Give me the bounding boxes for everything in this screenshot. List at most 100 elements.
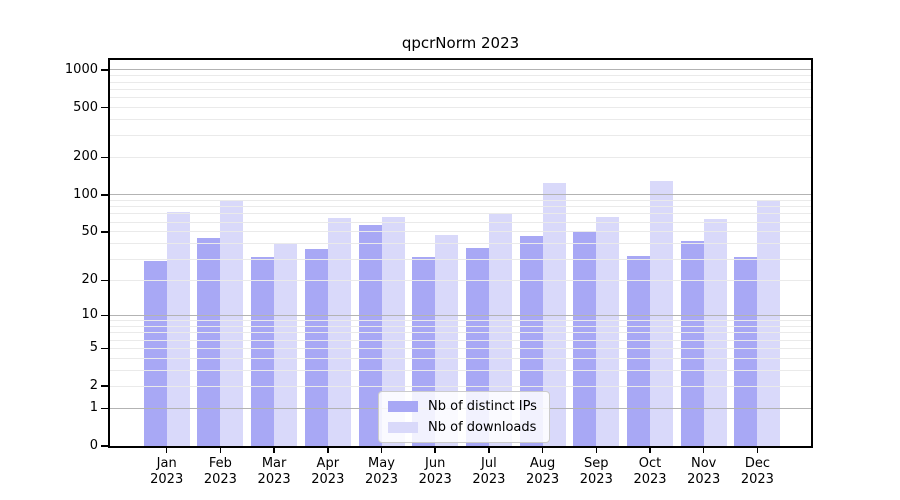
gridline-minor-8 (110, 325, 811, 327)
y-tick-label-2: 2 (89, 378, 98, 394)
legend-item-downloads: Nb of downloads (388, 420, 537, 435)
y-tick-200 (101, 156, 108, 159)
y-tick-0 (101, 445, 108, 447)
x-tick-label-mar-2023: Mar 2023 (257, 456, 291, 487)
x-tick-aug-2023 (541, 446, 544, 453)
y-tick-label-100: 100 (73, 186, 98, 202)
x-tick-label-aug-2023: Aug 2023 (526, 456, 560, 487)
x-tick-label-nov-2023: Nov 2023 (687, 456, 721, 487)
legend-item-distinct-ips: Nb of distinct IPs (388, 399, 537, 414)
x-tick-jan-2023 (165, 446, 168, 453)
x-tick-label-dec-2023: Dec 2023 (740, 456, 774, 487)
bar-nb-of-downloads-may-2023 (381, 217, 405, 446)
bar-nb-of-downloads-apr-2023 (327, 217, 351, 446)
x-tick-jun-2023 (434, 446, 436, 453)
y-tick-20 (101, 279, 108, 282)
gridline-major-1000 (110, 69, 811, 71)
gridline-minor-70 (110, 213, 811, 215)
gridline-minor-40 (110, 243, 811, 245)
plot-area: Nb of distinct IPs Nb of downloads 0 1 2 5 1… (65, 58, 813, 487)
x-tick-label-jul-2023: Jul 2023 (472, 456, 506, 487)
bar-nb-of-downloads-sep-2023 (596, 217, 620, 446)
bar-nb-of-distinct-ips-dec-2023 (734, 257, 758, 446)
gridline-minor-900 (110, 75, 811, 77)
y-tick-label-20: 20 (81, 272, 98, 288)
gridline-minor-4 (110, 357, 811, 359)
y-tick-500 (101, 106, 108, 109)
gridline-minor-200 (110, 156, 811, 158)
x-tick-label-jan-2023: Jan 2023 (150, 456, 184, 487)
x-tick-apr-2023 (327, 446, 329, 453)
y-tick-1000 (101, 69, 108, 71)
bar-nb-of-distinct-ips-mar-2023 (251, 257, 275, 446)
x-tick-sep-2023 (595, 446, 598, 453)
chart-title: qpcrNorm 2023 (401, 34, 520, 52)
gridline-minor-50 (110, 231, 811, 233)
legend-label-distinct-ips: Nb of distinct IPs (428, 399, 537, 414)
bar-nb-of-downloads-jan-2023 (166, 212, 190, 446)
y-tick-5 (101, 347, 108, 350)
legend-label-downloads: Nb of downloads (428, 420, 537, 435)
y-tick-10 (101, 314, 108, 317)
bar-nb-of-downloads-aug-2023 (542, 183, 566, 446)
x-tick-dec-2023 (756, 446, 759, 453)
x-tick-mar-2023 (273, 446, 275, 453)
y-tick-label-1000: 1000 (64, 61, 98, 77)
x-tick-oct-2023 (649, 446, 651, 453)
y-tick-label-200: 200 (73, 149, 98, 165)
bar-nb-of-downloads-dec-2023 (757, 201, 781, 446)
y-tick-label-50: 50 (81, 223, 98, 239)
y-tick-2 (101, 385, 108, 387)
legend: Nb of distinct IPs Nb of downloads (378, 391, 550, 443)
gridline-minor-80 (110, 206, 811, 208)
x-tick-label-may-2023: May 2023 (364, 456, 399, 487)
y-tick-1 (101, 407, 108, 410)
gridline-minor-60 (110, 221, 811, 223)
bar-nb-of-distinct-ips-apr-2023 (304, 249, 328, 446)
y-tick-label-500: 500 (73, 99, 98, 115)
x-tick-label-oct-2023: Oct 2023 (633, 456, 667, 487)
gridline-minor-30 (110, 258, 811, 260)
bar-nb-of-downloads-jul-2023 (488, 213, 512, 446)
bar-nb-of-downloads-feb-2023 (220, 200, 244, 446)
gridline-major-100 (110, 194, 811, 196)
y-tick-100 (101, 194, 108, 196)
gridline-minor-20 (110, 279, 811, 281)
gridline-minor-800 (110, 81, 811, 83)
x-tick-jul-2023 (488, 446, 490, 453)
x-tick-label-feb-2023: Feb 2023 (203, 456, 237, 487)
y-tick-label-0: 0 (89, 438, 98, 453)
bar-nb-of-downloads-oct-2023 (650, 180, 673, 446)
bar-nb-of-distinct-ips-feb-2023 (197, 237, 221, 446)
gridline-minor-400 (110, 119, 811, 121)
gridline-minor-500 (110, 107, 811, 109)
x-tick-feb-2023 (219, 446, 222, 453)
bar-nb-of-distinct-ips-nov-2023 (680, 241, 704, 446)
gridline-minor-2 (110, 385, 811, 387)
y-tick-50 (101, 231, 108, 233)
x-tick-label-jun-2023: Jun 2023 (418, 456, 452, 487)
bar-nb-of-distinct-ips-sep-2023 (573, 230, 597, 446)
gridline-minor-300 (110, 134, 811, 136)
gridline-minor-700 (110, 88, 811, 90)
legend-swatch-downloads (388, 422, 418, 433)
bar-nb-of-distinct-ips-jan-2023 (143, 260, 167, 446)
bar-nb-of-distinct-ips-oct-2023 (627, 255, 650, 446)
gridline-minor-5 (110, 347, 811, 349)
y-tick-label-1: 1 (89, 400, 98, 416)
bar-nb-of-downloads-mar-2023 (274, 242, 298, 446)
gridline-minor-90 (110, 199, 811, 201)
y-tick-label-5: 5 (89, 340, 98, 356)
gridline-minor-9 (110, 320, 811, 322)
x-tick-may-2023 (380, 446, 383, 453)
gridline-minor-600 (110, 97, 811, 99)
gridline-minor-6 (110, 339, 811, 341)
gridline-minor-7 (110, 332, 811, 334)
x-tick-label-sep-2023: Sep 2023 (579, 456, 613, 487)
x-tick-nov-2023 (702, 446, 705, 453)
x-tick-label-apr-2023: Apr 2023 (311, 456, 345, 487)
y-tick-label-10: 10 (81, 307, 98, 323)
legend-swatch-distinct-ips (388, 401, 418, 412)
gridline-major-10 (110, 314, 811, 316)
